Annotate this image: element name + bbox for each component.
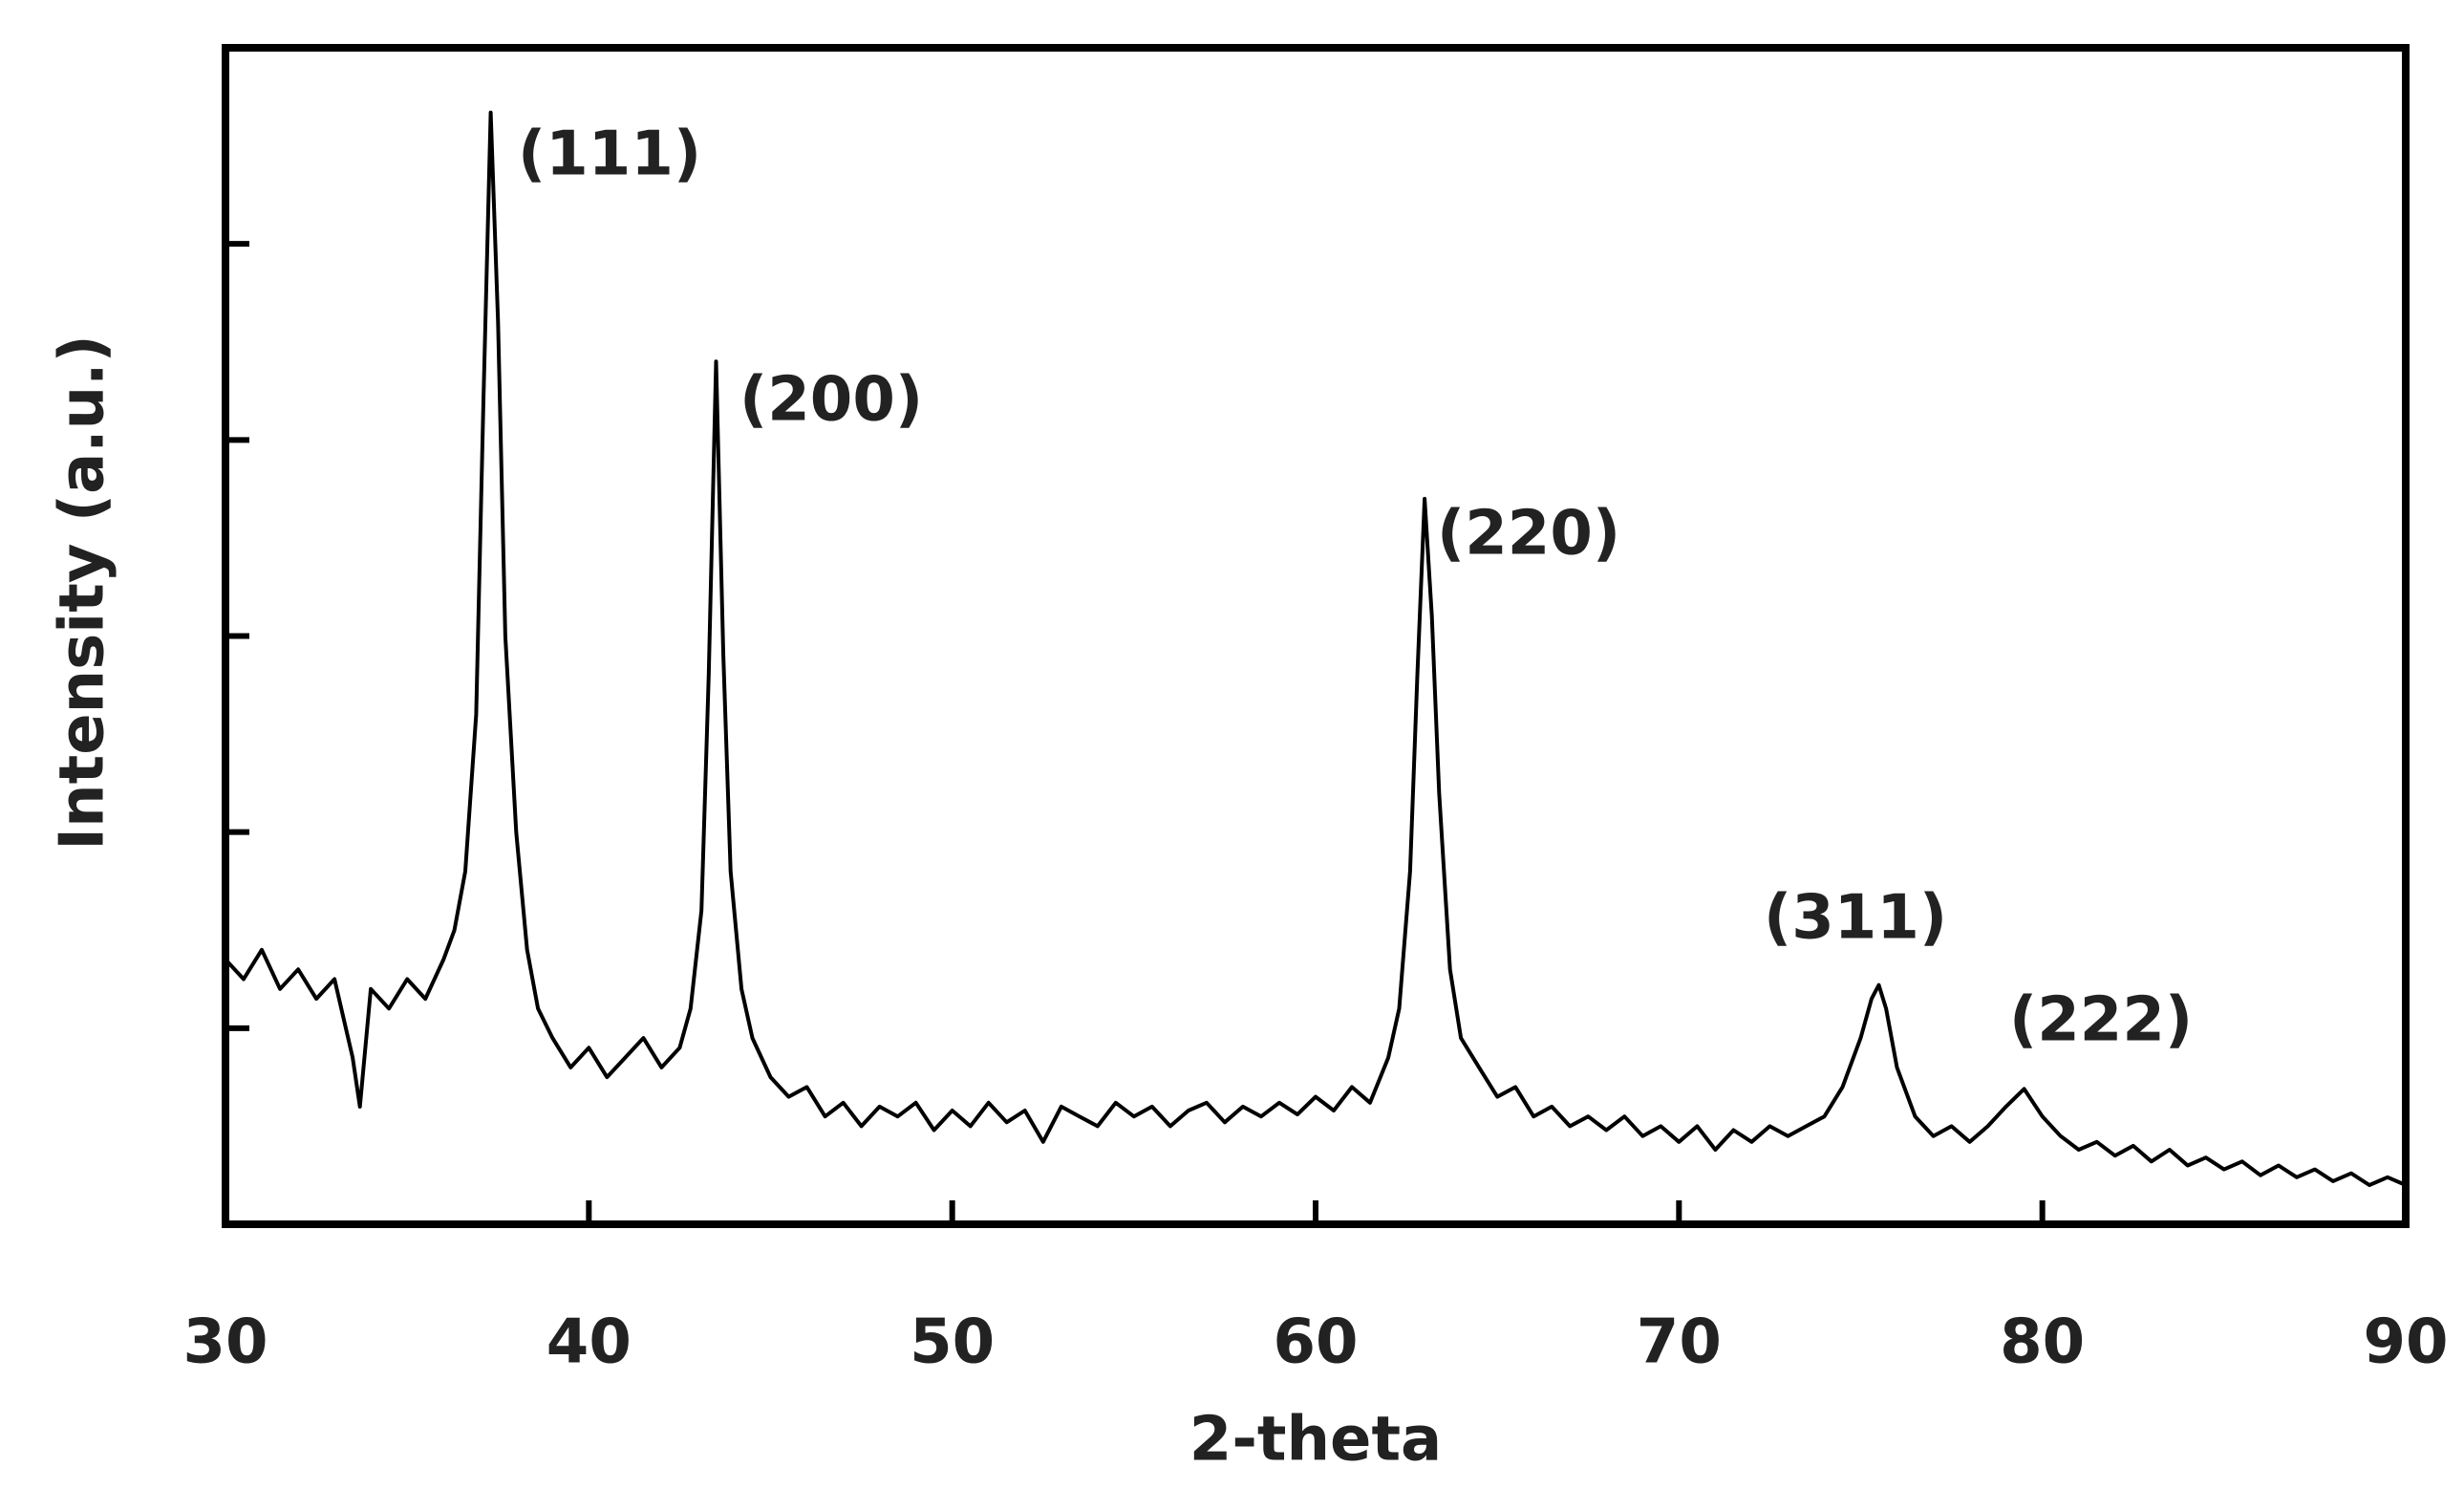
x-tick-label: 80: [2000, 1307, 2085, 1378]
peak-label: (222): [2009, 985, 2193, 1056]
x-tick-label: 30: [182, 1307, 268, 1378]
peak-label: (311): [1764, 883, 1947, 954]
peak-label: (200): [739, 365, 923, 436]
y-axis-title: Intensity (a.u.): [48, 334, 118, 850]
x-tick-label: 90: [2363, 1307, 2448, 1378]
peak-label: (220): [1437, 499, 1620, 570]
xrd-line: [224, 110, 2407, 1187]
x-tick-label: 40: [546, 1307, 632, 1378]
x-tick-label: 60: [1273, 1307, 1358, 1378]
x-tick-label: 50: [910, 1307, 995, 1378]
peak-label: (111): [518, 119, 701, 190]
x-axis-title: 2-theta: [1189, 1405, 1442, 1476]
plot-frame: [222, 44, 2410, 1228]
x-tick-label: 70: [1637, 1307, 1722, 1378]
